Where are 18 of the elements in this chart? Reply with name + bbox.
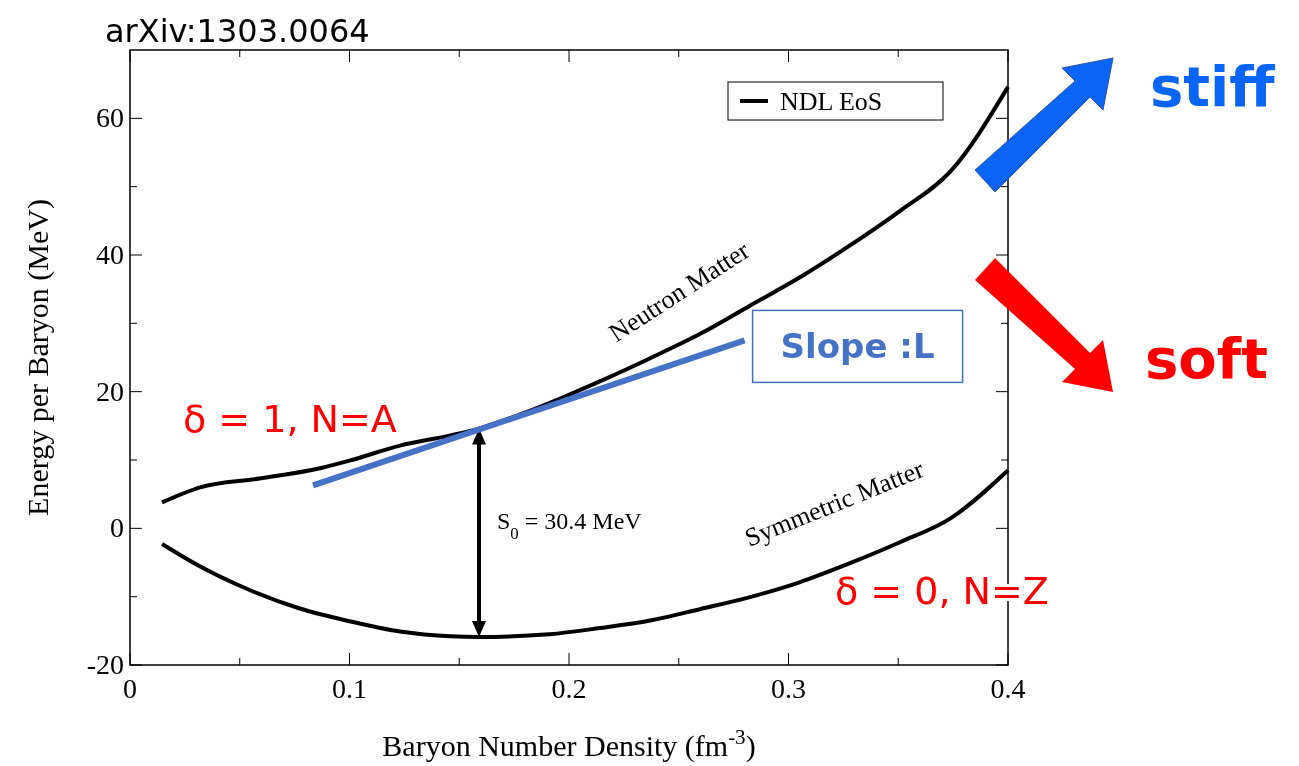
y-axis-title: Energy per Baryon (MeV) xyxy=(21,199,55,516)
x-tick-label: 0.3 xyxy=(771,673,806,704)
x-tick-label: 0.2 xyxy=(551,673,587,704)
legend-label: NDL EoS xyxy=(780,87,883,116)
annotation: Slope :L xyxy=(780,326,935,367)
annotation: δ = 1, N=A xyxy=(183,397,397,441)
x-tick-label: 0.4 xyxy=(990,673,1026,704)
text: soft xyxy=(1145,326,1268,391)
y-tick-label: 60 xyxy=(96,102,124,134)
y-tick-label: -20 xyxy=(86,649,124,680)
y-tick-label: 40 xyxy=(96,239,124,270)
text: stiff xyxy=(1150,54,1276,119)
x-axis-title: Baryon Number Density (fm$^{-3}$) xyxy=(382,725,756,763)
annotation: S$_{0}$ = 30.4 MeV xyxy=(497,507,643,543)
y-tick-label: 0 xyxy=(110,512,124,544)
x-tick-label: 0.1 xyxy=(332,673,367,704)
y-tick-label: 20 xyxy=(96,375,124,407)
annotation: arXiv:1303.0064 xyxy=(105,12,370,50)
